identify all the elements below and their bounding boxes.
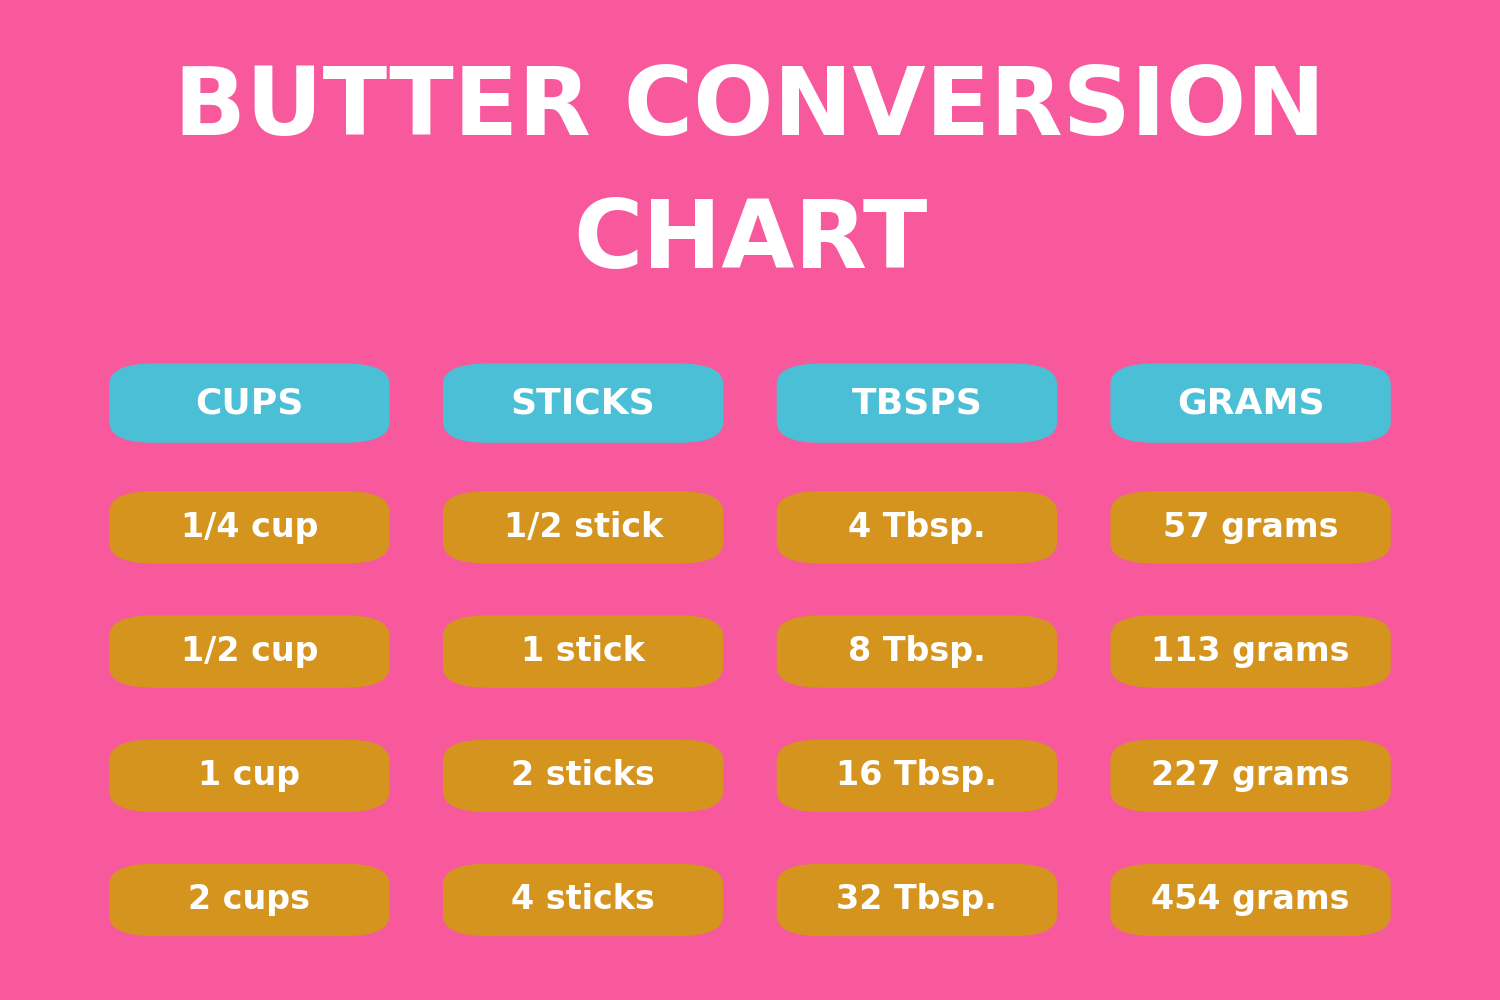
FancyBboxPatch shape [442, 363, 723, 443]
FancyBboxPatch shape [777, 491, 1058, 564]
Text: 1/4 cup: 1/4 cup [180, 511, 318, 544]
FancyBboxPatch shape [110, 491, 390, 564]
FancyBboxPatch shape [777, 864, 1058, 936]
FancyBboxPatch shape [442, 615, 723, 688]
Text: 4 Tbsp.: 4 Tbsp. [847, 511, 986, 544]
Text: 454 grams: 454 grams [1152, 883, 1350, 916]
Text: 16 Tbsp.: 16 Tbsp. [837, 759, 998, 792]
FancyBboxPatch shape [1110, 491, 1390, 564]
Text: 2 cups: 2 cups [189, 883, 310, 916]
FancyBboxPatch shape [110, 363, 390, 443]
Text: CHART: CHART [573, 196, 927, 288]
FancyBboxPatch shape [777, 615, 1058, 688]
Text: GRAMS: GRAMS [1178, 386, 1324, 420]
Text: 1 stick: 1 stick [520, 635, 645, 668]
FancyBboxPatch shape [777, 363, 1058, 443]
Text: 2 sticks: 2 sticks [512, 759, 656, 792]
FancyBboxPatch shape [1110, 864, 1390, 936]
Text: 57 grams: 57 grams [1162, 511, 1338, 544]
Text: 8 Tbsp.: 8 Tbsp. [847, 635, 986, 668]
FancyBboxPatch shape [442, 864, 723, 936]
Text: TBSPS: TBSPS [852, 386, 982, 420]
Text: CUPS: CUPS [195, 386, 303, 420]
Text: 1/2 stick: 1/2 stick [504, 511, 663, 544]
FancyBboxPatch shape [442, 491, 723, 564]
FancyBboxPatch shape [110, 740, 390, 812]
FancyBboxPatch shape [442, 740, 723, 812]
Text: BUTTER CONVERSION: BUTTER CONVERSION [174, 62, 1326, 154]
Text: 32 Tbsp.: 32 Tbsp. [837, 883, 998, 916]
Text: 1/2 cup: 1/2 cup [180, 635, 318, 668]
FancyBboxPatch shape [777, 740, 1058, 812]
Text: 1 cup: 1 cup [198, 759, 300, 792]
FancyBboxPatch shape [1110, 615, 1390, 688]
FancyBboxPatch shape [1110, 740, 1390, 812]
Text: 113 grams: 113 grams [1152, 635, 1350, 668]
Text: STICKS: STICKS [510, 386, 656, 420]
FancyBboxPatch shape [1110, 363, 1390, 443]
Text: 4 sticks: 4 sticks [512, 883, 656, 916]
Text: 227 grams: 227 grams [1152, 759, 1350, 792]
FancyBboxPatch shape [110, 615, 390, 688]
FancyBboxPatch shape [110, 864, 390, 936]
